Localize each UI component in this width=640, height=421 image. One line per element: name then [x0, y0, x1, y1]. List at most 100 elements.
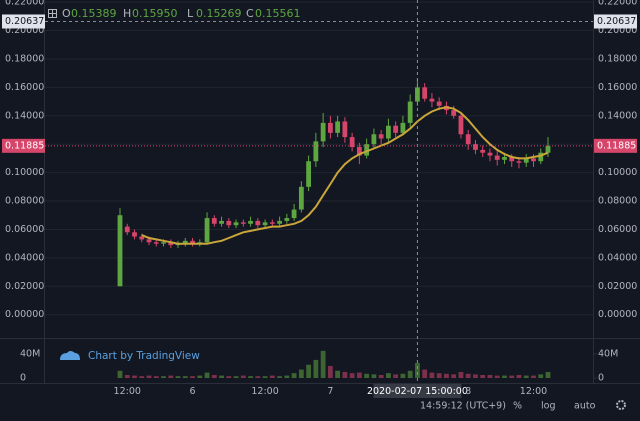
candle-body — [386, 125, 391, 139]
volume-bar — [516, 374, 522, 378]
volume-bar — [487, 374, 493, 378]
candle-body — [117, 215, 123, 287]
volume-tick-label-left: 40M — [20, 348, 40, 359]
volume-bar — [240, 375, 246, 378]
volume-bar — [182, 376, 188, 378]
candle-body — [502, 156, 507, 160]
volume-bar — [509, 375, 515, 378]
attribution[interactable]: Chart by TradingView — [88, 350, 200, 362]
log-toggle[interactable]: log — [541, 401, 555, 412]
volume-bar — [371, 374, 377, 378]
volume-bar — [415, 362, 420, 378]
volume-bar — [473, 374, 478, 378]
crosshair-time-box — [373, 384, 462, 398]
volume-bar — [327, 365, 333, 378]
volume-bar — [465, 373, 471, 378]
volume-tick-label-right: 0 — [598, 373, 604, 384]
volume-bar — [132, 375, 137, 378]
candle-body — [523, 158, 529, 163]
candle-body — [291, 209, 297, 219]
y-tick-label-left: 0.06000 — [5, 224, 44, 235]
volume-tick-label-left: 0 — [20, 373, 26, 384]
volume-bar — [393, 374, 399, 378]
candle-body — [436, 101, 442, 106]
legend-value: 0.15389 — [71, 7, 117, 20]
y-tick-label-right: 0.00000 — [598, 309, 637, 320]
volume-bar — [291, 373, 297, 378]
y-tick-label-right: 0.18000 — [598, 53, 637, 64]
volume-bar — [197, 375, 203, 378]
volume-bar — [429, 372, 435, 378]
volume-bar — [400, 373, 406, 378]
candle-body — [378, 134, 384, 139]
volume-bar — [458, 371, 464, 378]
volume-bar — [226, 376, 232, 378]
volume-bar — [349, 373, 355, 378]
candle-body — [248, 220, 253, 224]
volume-bar — [117, 370, 123, 378]
tradingview-logo[interactable]: Chart by TradingView — [60, 350, 200, 362]
volume-bar — [139, 376, 145, 378]
y-tick-label-left: 0.18000 — [5, 53, 44, 64]
volume-bar — [168, 375, 174, 378]
candle-body — [516, 161, 522, 163]
volume-bar — [262, 376, 268, 378]
x-tick-label: 12:00 — [520, 386, 547, 397]
y-tick-label-right: 0.10000 — [598, 167, 637, 178]
crosshair-price-box-left — [2, 14, 45, 29]
candle-body — [451, 110, 457, 116]
volume-bar — [436, 373, 442, 378]
candle-body — [327, 122, 333, 133]
y-tick-label-right: 0.04000 — [598, 252, 637, 263]
x-tick-label: 12:00 — [251, 386, 278, 397]
candle-body — [313, 141, 319, 162]
settings-gear[interactable] — [616, 400, 626, 410]
y-tick-label-left: 0.08000 — [5, 196, 44, 207]
candle-body — [371, 134, 377, 145]
y-tick-label-right: 0.08000 — [598, 196, 637, 207]
candle-body — [335, 121, 341, 133]
candle-body — [233, 222, 239, 226]
status-clock: 14:59:12 (UTC+9) — [420, 401, 506, 412]
y-tick-label-left: 0.16000 — [5, 82, 44, 93]
volume-bar — [248, 376, 253, 378]
y-tick-label-right: 0.14000 — [598, 110, 637, 121]
y-tick-label-left: 0.02000 — [5, 281, 44, 292]
volume-bar — [269, 375, 275, 378]
candle-body — [473, 144, 478, 150]
volume-bar — [306, 364, 312, 378]
percent-toggle[interactable]: % — [513, 401, 522, 412]
candle-body — [284, 218, 290, 221]
volume-bar — [523, 375, 529, 378]
candle-body — [400, 122, 406, 133]
candle-body — [240, 222, 246, 224]
legend-key: O — [62, 7, 71, 20]
legend-value: 0.15269 — [196, 7, 242, 20]
auto-toggle[interactable]: auto — [574, 401, 596, 412]
legend-key: L — [187, 7, 194, 20]
volume-bar — [502, 375, 507, 378]
candle-body — [480, 149, 486, 153]
volume-bar — [422, 369, 428, 378]
crosshair-price-label-left: 0.20637 — [5, 16, 44, 27]
legend-icon[interactable] — [48, 9, 57, 18]
volume-bar — [298, 369, 304, 378]
volume-bar — [386, 373, 391, 378]
last-price-label-right: 0.11885 — [597, 140, 636, 151]
candle-body — [487, 152, 493, 156]
candle-body — [509, 156, 515, 162]
last-price-label-left: 0.11885 — [5, 140, 44, 151]
candle-body — [349, 137, 355, 148]
settings-icon[interactable] — [616, 400, 626, 410]
volume-bar — [480, 374, 486, 378]
candle-body — [168, 242, 174, 246]
volume-bar — [277, 376, 282, 378]
logo-cloud[interactable] — [60, 351, 80, 360]
candle-body — [190, 240, 195, 244]
volume-bar — [335, 370, 341, 378]
volume-bar — [531, 375, 536, 378]
volume-bar — [255, 376, 261, 378]
crosshair-time-label: 2020-02-07 15:00:00 — [367, 386, 468, 397]
